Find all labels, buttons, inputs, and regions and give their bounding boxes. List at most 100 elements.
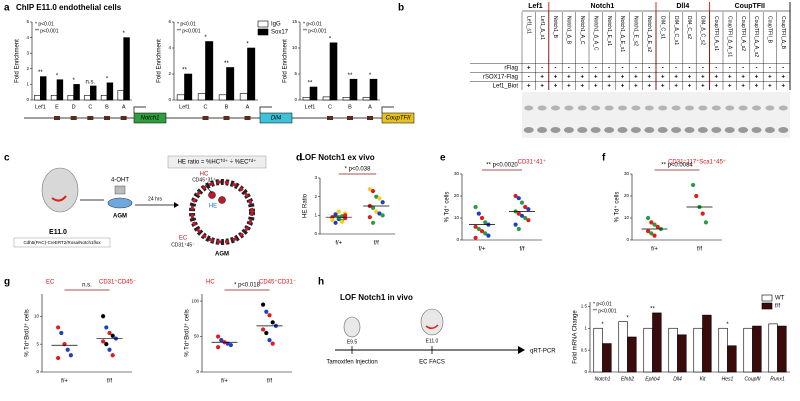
bar	[85, 95, 91, 100]
lane-label: CoupTFII_Δ_A_s2	[753, 16, 759, 57]
legend-swatch	[762, 295, 772, 301]
point	[267, 338, 271, 342]
y-tick-label: 1	[26, 82, 29, 87]
bar	[57, 80, 63, 100]
point	[368, 215, 372, 219]
bar	[330, 43, 337, 100]
sign: +	[594, 75, 598, 81]
y-axis-label: % Td⁺ cells	[614, 192, 621, 223]
x-tick-label: A	[368, 104, 372, 110]
point	[111, 353, 115, 357]
x-tick-label: B	[105, 104, 109, 110]
gene-site	[367, 116, 373, 120]
sign: -	[675, 66, 677, 72]
note: ** p<0.001	[303, 28, 327, 34]
gene-arrow	[260, 107, 272, 113]
y-tick-label: 0	[584, 369, 587, 374]
point	[701, 212, 705, 216]
x-tick-label: Notch1	[595, 376, 611, 382]
significance: n.s.	[85, 80, 95, 86]
sign: +	[581, 84, 585, 90]
x-tick-label: Efnb2	[621, 376, 634, 382]
y-tick-label: 100	[191, 298, 199, 303]
point	[101, 314, 105, 318]
sign: +	[554, 75, 558, 81]
significance: **	[182, 68, 187, 74]
significance: **	[38, 70, 43, 76]
lane-label: Notch1_A_C	[579, 16, 585, 45]
panel-label: a	[4, 3, 10, 14]
point	[517, 196, 521, 200]
bar	[769, 324, 778, 372]
point	[271, 342, 275, 346]
point	[480, 216, 484, 220]
point	[646, 216, 650, 220]
point	[104, 325, 108, 329]
point	[526, 218, 530, 222]
x-tick-label: A	[122, 104, 126, 110]
population-marker: CD31⁺CD45⁻	[99, 279, 136, 286]
bar	[728, 346, 737, 372]
label: 4-OHT	[111, 178, 129, 184]
bar	[744, 328, 753, 372]
sign: +	[728, 75, 732, 81]
y-axis-label: HE Ratio	[303, 193, 309, 218]
gene-name: Notch1	[140, 116, 159, 122]
y-tick-label: 5	[26, 19, 29, 24]
bar	[719, 328, 728, 372]
lane-label: Dll4_Δ_C_s2	[700, 16, 706, 45]
significance: *	[726, 322, 729, 328]
point	[340, 220, 344, 224]
y-tick-label: 1	[314, 213, 317, 218]
point	[107, 331, 111, 335]
note: * p<0.01	[35, 21, 54, 27]
point	[69, 353, 73, 357]
sign: -	[782, 66, 784, 72]
bar	[240, 94, 247, 101]
panel-label: b	[398, 3, 404, 14]
panel-title: LOF Notch1 in vivo	[340, 293, 413, 302]
point	[333, 221, 337, 225]
sign: +	[527, 66, 531, 72]
arrow-head	[518, 346, 525, 354]
diagram-h: LOF Notch1 in vivo E9.5 Tamoxifen Inject…	[326, 293, 556, 365]
point	[704, 220, 708, 224]
gene-arrow	[382, 107, 394, 113]
label: AGM	[113, 214, 127, 220]
gene-site	[347, 116, 353, 120]
bar	[753, 326, 762, 372]
legend-swatch	[258, 21, 268, 27]
point	[514, 223, 518, 227]
x-tick-label: C	[88, 104, 92, 110]
y-tick-label: 6	[168, 19, 171, 24]
y-axis-label: % Td⁺BrdU⁺ cells	[24, 309, 31, 357]
bar	[619, 322, 628, 372]
legend-label: IgG	[271, 22, 281, 28]
sign: -	[702, 66, 704, 72]
lane-label: Lef1_s1	[525, 16, 531, 34]
sign: +	[782, 84, 786, 90]
population: EC	[46, 280, 55, 286]
label: EC FACS	[419, 360, 445, 366]
point	[381, 200, 385, 204]
y-tick-label: 50	[194, 334, 200, 339]
y-tick-label: 0	[26, 97, 29, 102]
sign: +	[741, 75, 745, 81]
point	[216, 334, 220, 338]
sign: -	[635, 66, 637, 72]
sign: +	[567, 75, 571, 81]
y-tick-label: 10	[292, 45, 298, 50]
sign: +	[621, 84, 625, 90]
bar	[350, 79, 357, 100]
note: * p<0.01	[593, 301, 612, 307]
point	[66, 348, 70, 352]
bar	[198, 94, 205, 101]
point	[337, 210, 341, 214]
note: ** p<0.001	[593, 308, 617, 314]
group-label: Dll4	[676, 3, 689, 10]
significance: *	[626, 315, 629, 321]
y-tick-label: 20	[624, 193, 630, 198]
embryo	[421, 309, 443, 335]
population-marker: CD31⁺41⁺	[518, 159, 546, 166]
legend-label: Sox17	[271, 30, 289, 36]
